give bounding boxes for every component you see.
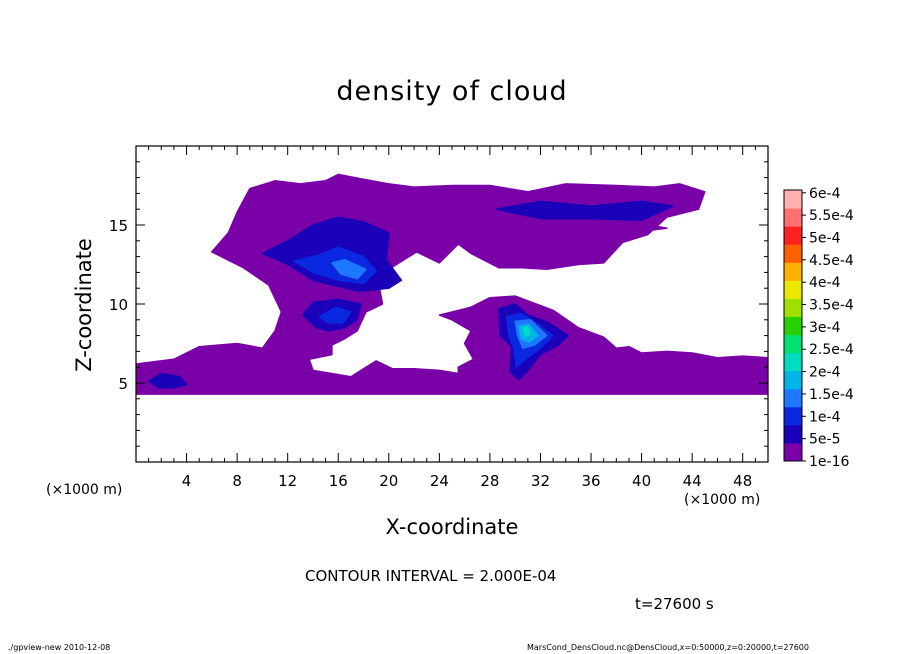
x-tick-label-8: 8 [232,472,242,490]
legend-swatch-6 [784,334,802,354]
x-tick-label-12: 12 [278,472,297,490]
legend-swatch-11 [784,244,802,263]
legend-swatch-10 [784,262,802,281]
color-legend: 1e-16 5e-5 1e-4 1.5e-4 2e-4 2.5e-4 3e-4 3.5e-4 4… [783,186,854,470]
x-tick-label-16: 16 [329,472,348,490]
legend-swatch-2 [784,406,802,426]
legend-swatch-0 [784,442,802,462]
legend-frame [783,189,803,462]
legend-swatch-14 [784,190,802,209]
legend-label-8: 4e-4 [809,275,841,291]
legend-label-12: 6e-4 [809,186,841,202]
y-tick-label-10: 10 [109,296,128,314]
legend-swatch-7 [784,316,802,336]
x-tick-label-20: 20 [379,472,398,490]
y-axis-label: Z-coordinate [72,238,96,372]
legend-swatch-4 [784,370,802,390]
cloud-region-9 [318,306,352,324]
legend-swatch-3 [784,388,802,408]
legend-label-3: 1.5e-4 [809,387,854,403]
x-tick-label-24: 24 [430,472,449,490]
legend-label-0: 1e-16 [809,454,849,470]
y-axis-ticks: 5 10 15 [109,161,768,447]
x-tick-label-28: 28 [480,472,499,490]
legend-label-9: 4.5e-4 [809,253,854,269]
x-tick-label-32: 32 [531,472,550,490]
cloud-region-6 [495,200,674,222]
x-tick-label-36: 36 [581,472,600,490]
x-tick-label-4: 4 [182,472,192,490]
cloud-density-regions [136,173,768,395]
legend-swatch-8 [784,298,802,317]
z-axis-unit: (×1000 m) [46,482,123,498]
x-tick-label-48: 48 [733,472,752,490]
footer-source: MarsCond_DensCloud.nc@DensCloud,x=0:5000… [527,643,809,652]
legend-label-6: 3e-4 [809,320,841,336]
chart-title: density of cloud [336,76,568,107]
cloud-region-10 [331,259,367,280]
x-tick-label-44: 44 [683,472,702,490]
x-tick-label-40: 40 [632,472,651,490]
legend-label-1: 5e-5 [809,432,840,448]
legend-label-7: 3.5e-4 [809,298,854,314]
cloud-region-1 [438,217,668,245]
cloud-region-5 [147,372,188,389]
legend-label-4: 2e-4 [809,365,841,381]
legend-label-11: 5.5e-4 [809,208,854,224]
legend-swatch-13 [784,208,802,227]
x-axis-label: X-coordinate [385,515,519,539]
legend-swatch-12 [784,226,802,245]
time-stamp: t=27600 s [635,595,714,613]
legend-label-5: 2.5e-4 [809,342,854,358]
legend-swatch-5 [784,352,802,372]
y-tick-label-5: 5 [118,375,128,393]
legend-swatch-9 [784,280,802,299]
footer-program: ./gpview-new 2010-12-08 [8,643,111,652]
legend-swatch-1 [784,424,802,444]
x-axis-unit: (×1000 m) [684,492,761,508]
contour-interval-text: CONTOUR INTERVAL = 2.000E-04 [305,567,557,585]
x-axis-ticks: 4 8 12 16 20 24 28 32 36 40 44 48 [148,146,756,490]
cloud-region-13 [522,326,532,337]
legend-label-10: 5e-4 [809,230,841,246]
y-tick-label-15: 15 [109,217,128,235]
legend-label-2: 1e-4 [809,409,841,425]
